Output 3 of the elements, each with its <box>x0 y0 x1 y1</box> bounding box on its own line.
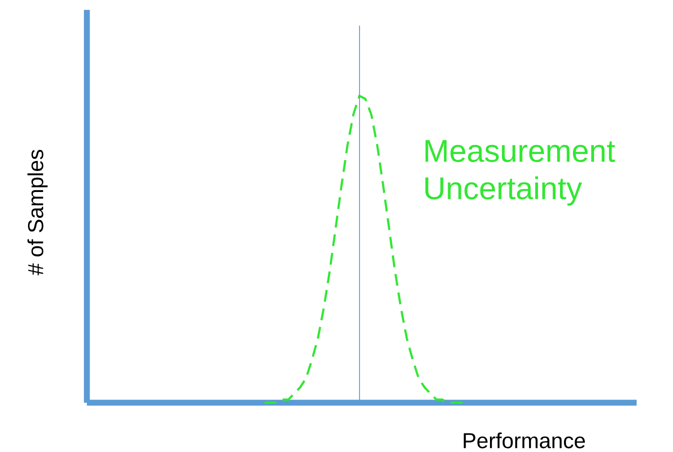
x-axis-title: Performance <box>464 432 585 448</box>
y-axis-title: # of Samples <box>27 150 48 276</box>
annotation: Measurement Uncertainty <box>425 140 616 206</box>
